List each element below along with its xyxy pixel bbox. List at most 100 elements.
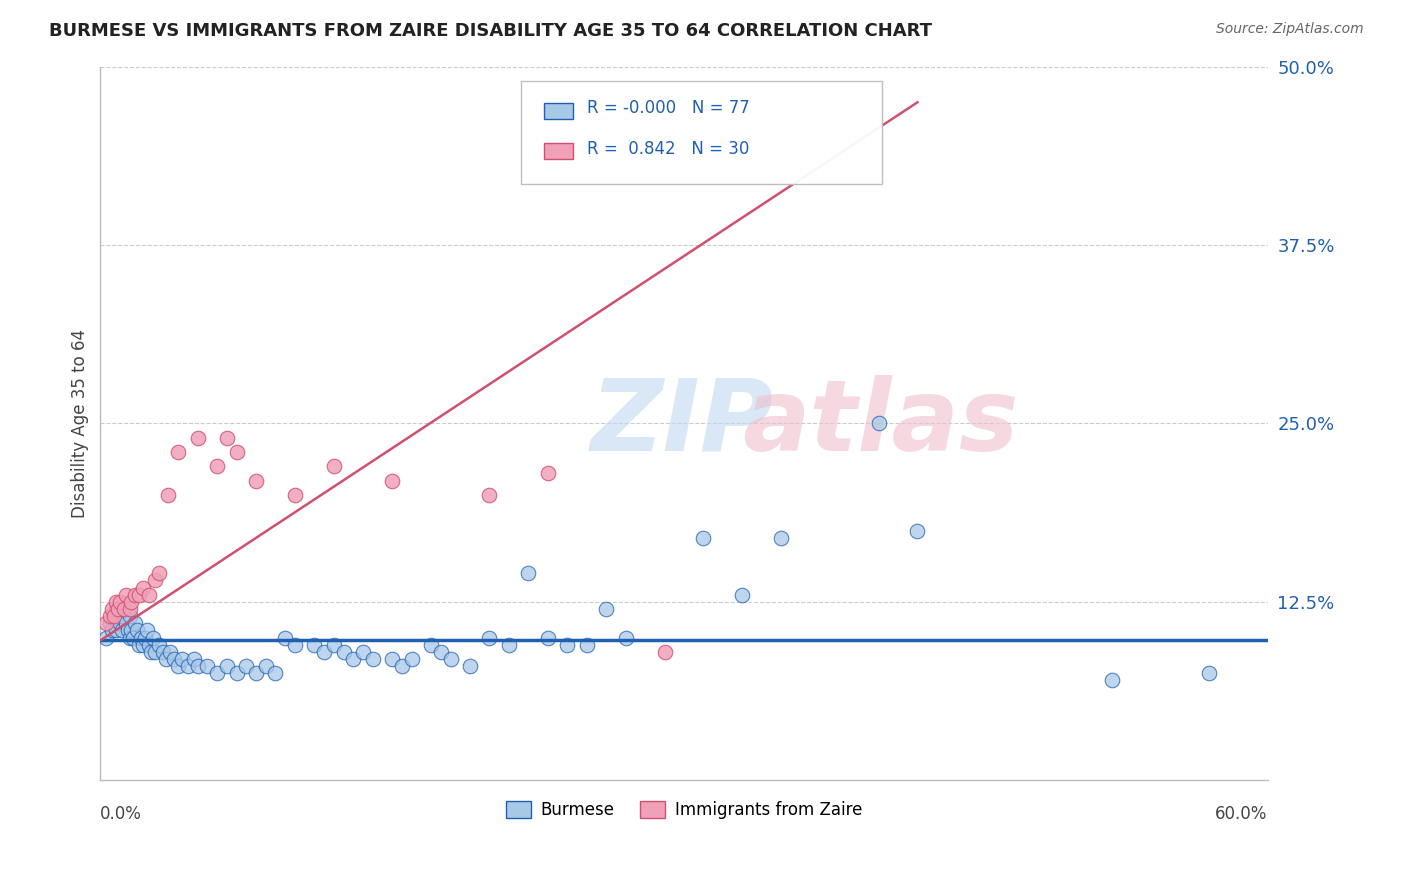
Point (868, 417, 890, 431)
Point (155, 652, 177, 666)
Point (439, 652, 461, 666)
Text: Source: ZipAtlas.com: Source: ZipAtlas.com (1216, 22, 1364, 37)
Text: 0.0%: 0.0% (100, 805, 142, 823)
Point (731, 588, 754, 602)
Point (118, 631, 141, 645)
Point (430, 645, 453, 659)
Point (124, 588, 146, 602)
Point (121, 624, 143, 638)
Bar (544, 103, 574, 119)
Point (111, 624, 134, 638)
Point (104, 602, 127, 616)
Point (692, 531, 714, 545)
Point (183, 652, 205, 666)
Point (170, 652, 193, 666)
Bar (544, 144, 574, 160)
Point (1101, 673, 1123, 688)
Point (103, 609, 125, 624)
Point (614, 631, 637, 645)
Point (138, 588, 160, 602)
Point (361, 652, 384, 666)
Point (1198, 666, 1220, 681)
Point (104, 624, 127, 638)
Point (555, 638, 578, 652)
FancyBboxPatch shape (520, 81, 883, 185)
Text: ZIP: ZIP (591, 375, 773, 472)
Point (112, 602, 135, 616)
Point (391, 659, 413, 673)
Point (129, 631, 152, 645)
Point (159, 645, 181, 659)
Point (96, 631, 118, 645)
Text: R =  0.842   N = 30: R = 0.842 N = 30 (588, 140, 749, 158)
Point (132, 581, 155, 595)
Point (225, 445, 247, 459)
Point (322, 459, 344, 474)
Point (284, 638, 307, 652)
Point (122, 631, 145, 645)
Point (143, 574, 166, 588)
Point (478, 631, 501, 645)
Point (537, 467, 560, 481)
Text: R = -0.000   N = 77: R = -0.000 N = 77 (588, 99, 749, 117)
Point (101, 624, 124, 638)
Point (254, 659, 277, 673)
Point (163, 652, 186, 666)
Point (458, 659, 481, 673)
Point (138, 638, 160, 652)
Point (478, 488, 501, 502)
Point (498, 638, 520, 652)
Point (117, 624, 139, 638)
Point (96, 616, 118, 631)
Point (127, 624, 149, 638)
Point (108, 602, 131, 616)
Point (134, 631, 156, 645)
Point (98, 609, 121, 624)
Point (595, 602, 617, 616)
Point (108, 595, 131, 609)
Point (152, 645, 174, 659)
Point (332, 645, 354, 659)
Point (118, 609, 141, 624)
Point (121, 595, 143, 609)
Point (537, 631, 560, 645)
Point (107, 609, 129, 624)
Point (157, 488, 180, 502)
Point (654, 645, 676, 659)
Point (575, 638, 598, 652)
Point (342, 652, 364, 666)
Y-axis label: Disability Age 35 to 64: Disability Age 35 to 64 (72, 329, 89, 518)
Point (98, 616, 121, 631)
Point (128, 638, 150, 652)
Point (142, 631, 165, 645)
Text: 60.0%: 60.0% (1215, 805, 1268, 823)
Point (143, 645, 166, 659)
Point (215, 659, 238, 673)
Point (104, 595, 127, 609)
Point (148, 638, 170, 652)
Point (108, 616, 131, 631)
Point (167, 659, 190, 673)
Point (124, 616, 146, 631)
Point (114, 616, 136, 631)
Point (381, 652, 404, 666)
Point (284, 488, 307, 502)
Point (132, 638, 155, 652)
Legend: Burmese, Immigrants from Zaire: Burmese, Immigrants from Zaire (499, 794, 869, 825)
Point (187, 431, 209, 445)
Point (205, 459, 228, 474)
Point (314, 645, 336, 659)
Point (107, 602, 129, 616)
Point (112, 609, 135, 624)
Point (401, 652, 423, 666)
Point (322, 638, 344, 652)
Text: BURMESE VS IMMIGRANTS FROM ZAIRE DISABILITY AGE 35 TO 64 CORRELATION CHART: BURMESE VS IMMIGRANTS FROM ZAIRE DISABIL… (49, 22, 932, 40)
Point (103, 609, 125, 624)
Point (215, 431, 238, 445)
Point (381, 474, 404, 488)
Point (101, 602, 124, 616)
Point (187, 659, 209, 673)
Point (274, 631, 297, 645)
Point (264, 666, 287, 681)
Point (118, 602, 141, 616)
